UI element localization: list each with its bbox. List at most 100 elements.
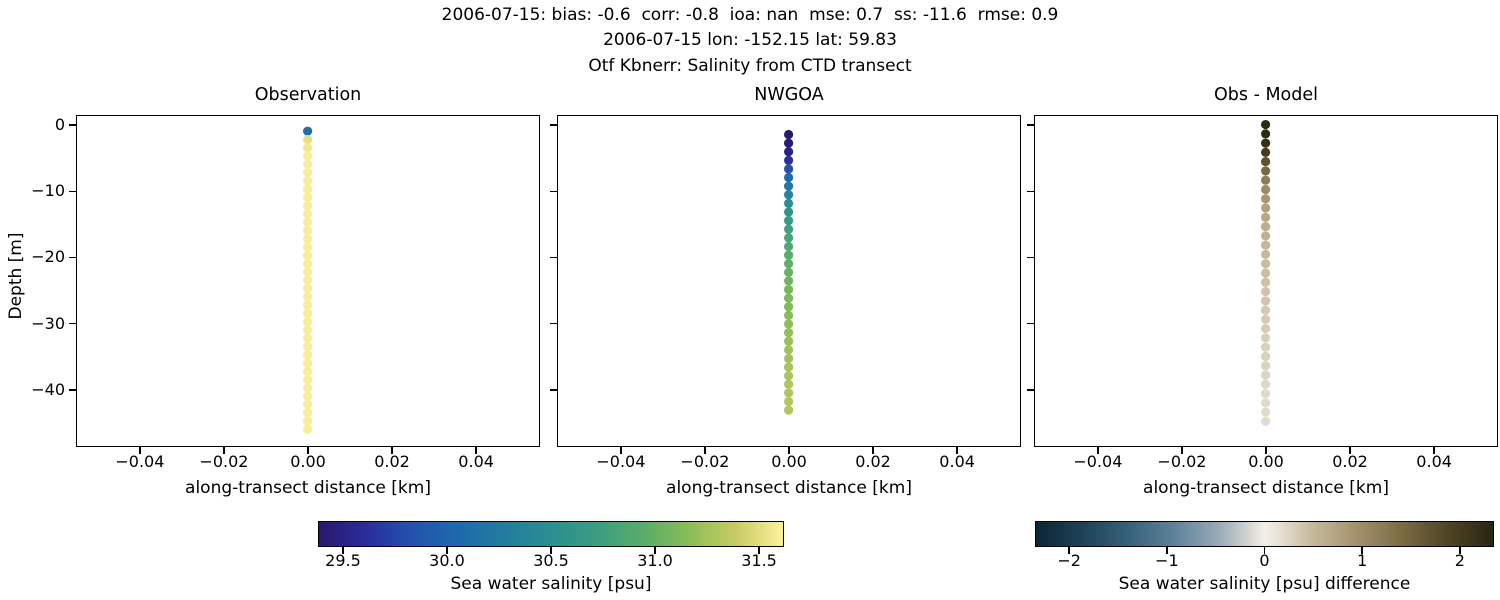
data-point bbox=[784, 198, 794, 208]
x-tick bbox=[620, 447, 622, 454]
data-point bbox=[784, 155, 794, 165]
data-point bbox=[303, 184, 313, 194]
data-point bbox=[303, 366, 313, 376]
data-point bbox=[1261, 379, 1271, 389]
x-tick-label: 0.04 bbox=[1416, 452, 1452, 471]
x-tick bbox=[788, 447, 790, 454]
colorbar-tick bbox=[342, 547, 344, 554]
colorbar-tick bbox=[1361, 547, 1363, 554]
data-point bbox=[303, 167, 313, 178]
data-point bbox=[784, 276, 794, 286]
y-tick bbox=[1027, 389, 1034, 391]
suptitle-coords: 2006-07-15 lon: -152.15 lat: 59.83 bbox=[603, 30, 897, 50]
x-tick-label: 0.02 bbox=[855, 452, 891, 471]
data-point bbox=[784, 164, 794, 174]
x-tick-label: 0.02 bbox=[374, 452, 410, 471]
y-tick bbox=[69, 124, 76, 126]
data-point bbox=[303, 408, 313, 418]
colorbar-tick-label: 0 bbox=[1259, 551, 1270, 570]
data-point bbox=[303, 151, 313, 161]
data-point bbox=[303, 375, 313, 385]
colorbar-label-salinity: Sea water salinity [psu] bbox=[450, 574, 652, 594]
data-point bbox=[303, 159, 313, 169]
data-point bbox=[784, 250, 794, 260]
data-point bbox=[303, 267, 313, 277]
y-tick bbox=[550, 323, 557, 325]
colorbar-tick-label: 30.5 bbox=[533, 551, 569, 570]
x-axis-label: along-transect distance [km] bbox=[1143, 478, 1389, 498]
colorbar-tick bbox=[550, 547, 552, 554]
data-point bbox=[1261, 184, 1271, 195]
panel-obs-model bbox=[1034, 115, 1498, 447]
data-point bbox=[303, 250, 313, 261]
data-point bbox=[303, 192, 313, 203]
data-point bbox=[1261, 212, 1271, 222]
data-point bbox=[784, 259, 794, 269]
data-point bbox=[303, 259, 313, 269]
data-point bbox=[784, 319, 794, 329]
data-point bbox=[784, 181, 794, 191]
y-tick bbox=[550, 190, 557, 192]
y-tick-label: −40 bbox=[31, 380, 65, 399]
data-point bbox=[784, 207, 794, 217]
data-point bbox=[1261, 305, 1271, 315]
data-point bbox=[784, 302, 794, 312]
data-point bbox=[1261, 277, 1271, 287]
colorbar-tick bbox=[1166, 547, 1168, 554]
data-point bbox=[784, 216, 794, 226]
data-point bbox=[303, 242, 313, 252]
x-tick-label: 0.04 bbox=[458, 452, 494, 471]
data-point bbox=[784, 293, 794, 303]
scatter-points-obs-model bbox=[1261, 119, 1271, 427]
data-point bbox=[1261, 166, 1271, 176]
data-point bbox=[303, 201, 313, 211]
data-point bbox=[303, 300, 313, 310]
suptitle-stats: 2006-07-15: bias: -0.6 corr: -0.8 ioa: n… bbox=[441, 5, 1059, 25]
x-tick-label: 0.04 bbox=[939, 452, 975, 471]
data-point bbox=[1261, 119, 1271, 130]
data-point bbox=[1261, 268, 1271, 278]
data-point bbox=[1261, 407, 1271, 417]
data-point bbox=[784, 190, 794, 200]
x-tick-label: −0.02 bbox=[680, 452, 730, 471]
data-point bbox=[784, 147, 794, 157]
scatter-points-observation bbox=[303, 126, 313, 434]
x-tick bbox=[1181, 447, 1183, 454]
data-point bbox=[784, 328, 794, 338]
data-point bbox=[1261, 259, 1271, 269]
x-tick bbox=[872, 447, 874, 454]
colorbar-label-difference: Sea water salinity [psu] difference bbox=[1118, 574, 1411, 594]
y-tick-label: 0 bbox=[54, 114, 65, 134]
colorbar-tick bbox=[654, 547, 656, 554]
x-tick-label: 0.00 bbox=[1248, 452, 1284, 471]
colorbar-tick-label: 30.0 bbox=[429, 551, 465, 570]
data-point bbox=[1261, 203, 1271, 213]
data-point bbox=[303, 350, 313, 360]
y-tick bbox=[550, 389, 557, 391]
panel-title-nwgoa: NWGOA bbox=[754, 85, 824, 105]
data-point bbox=[303, 292, 313, 302]
data-point bbox=[1261, 388, 1271, 399]
data-point bbox=[1261, 296, 1271, 306]
data-point bbox=[1261, 240, 1271, 250]
data-point bbox=[303, 275, 313, 285]
data-point bbox=[784, 310, 794, 320]
data-point bbox=[1261, 416, 1271, 427]
data-point bbox=[303, 317, 313, 327]
data-point bbox=[1261, 370, 1271, 380]
data-point bbox=[303, 225, 313, 236]
y-axis-label: Depth [m] bbox=[6, 232, 26, 320]
y-tick bbox=[550, 256, 557, 259]
x-tick-label: 0.02 bbox=[1332, 452, 1368, 471]
data-point bbox=[1261, 398, 1271, 408]
x-tick-label: −0.04 bbox=[115, 452, 165, 471]
colorbar-tick-label: 1 bbox=[1357, 551, 1368, 570]
data-point bbox=[1261, 147, 1271, 157]
x-tick-label: −0.04 bbox=[596, 452, 646, 471]
x-tick bbox=[1433, 447, 1435, 454]
x-tick-label: 0.00 bbox=[771, 452, 807, 471]
data-point bbox=[784, 336, 794, 346]
scatter-points-nwgoa bbox=[784, 129, 794, 415]
data-point bbox=[1261, 157, 1271, 167]
